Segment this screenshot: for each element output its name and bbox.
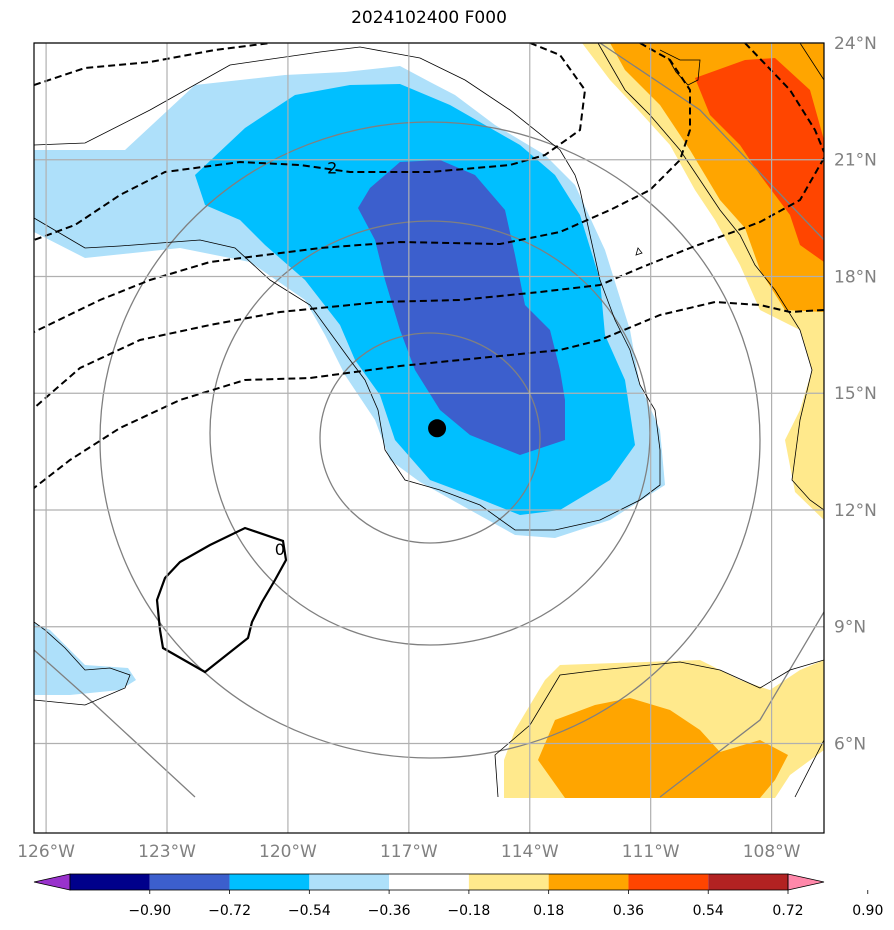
colorbar-segment	[468, 874, 549, 890]
dashed-contours	[34, 43, 824, 489]
range-ring-outer	[99, 121, 761, 759]
longitude-label: 111°W	[622, 842, 680, 862]
colorbar-tick-label: −0.18	[447, 903, 490, 919]
colorbar-frame	[69, 873, 789, 891]
dashed-contour	[744, 43, 824, 153]
colorbar-segment	[149, 874, 230, 890]
storm-center-marker	[428, 419, 447, 438]
contour-label: 2	[327, 159, 337, 178]
shade-light-blue-west	[34, 623, 136, 695]
map-frame	[33, 42, 825, 834]
radial-line	[599, 43, 824, 241]
colorbar-segment	[229, 874, 310, 890]
longitude-label: 117°W	[380, 842, 438, 862]
longitude-label: 120°W	[259, 842, 317, 862]
shade-orange-southeast	[538, 698, 788, 798]
thin-contours	[34, 43, 824, 798]
colorbar-tick-label: 0.54	[693, 903, 724, 919]
map-title: 2024102400 F000	[351, 8, 507, 28]
longitude-label: 126°W	[17, 842, 75, 862]
colorbar-segment	[389, 874, 469, 890]
colorbar-extend-high	[787, 873, 825, 891]
radial-line	[34, 649, 196, 798]
dashed-contour	[34, 43, 271, 86]
longitude-tick-labels: 126°W 123°W 120°W 117°W 114°W 111°W 108°W	[17, 842, 800, 862]
colorbar-segment	[628, 874, 709, 890]
thin-contour	[34, 46, 661, 531]
latitude-label: 6°N	[834, 734, 866, 754]
colorbar-segment	[70, 874, 150, 890]
colorbar-tick-label: −0.90	[128, 903, 171, 919]
latitude-label: 12°N	[834, 501, 877, 521]
radial-line	[659, 611, 824, 798]
zero-contour	[155, 526, 288, 674]
longitude-label: 108°W	[743, 842, 801, 862]
colorbar-segment	[309, 874, 390, 890]
colorbar-segment	[548, 874, 629, 890]
thin-contour	[494, 659, 824, 798]
colorbar-tick-label: 0.18	[533, 903, 564, 919]
thin-contour	[34, 621, 131, 706]
colorbar-tick-label: −0.36	[368, 903, 411, 919]
longitude-label: 114°W	[501, 842, 559, 862]
thin-contour	[799, 43, 824, 81]
dashed-contour	[34, 43, 691, 333]
map-canvas	[34, 43, 824, 798]
latitude-label: 9°N	[834, 618, 866, 638]
thin-contour	[635, 247, 643, 256]
longitude-label: 123°W	[138, 842, 196, 862]
thin-contour	[659, 49, 701, 86]
shaded-field	[34, 43, 824, 798]
colorbar: −0.90 −0.72 −0.54 −0.36 −0.18 0.18 0.36 0.54 0.7…	[33, 873, 883, 919]
contour-labels: 20	[275, 159, 338, 559]
thin-contour	[794, 739, 824, 798]
dashed-contour	[34, 157, 824, 409]
latitude-label: 18°N	[834, 267, 877, 287]
range-ring-middle	[209, 220, 651, 646]
range-ring-inner	[319, 332, 541, 544]
dashed-contour	[34, 43, 587, 241]
contour-label: 0	[275, 540, 285, 559]
colorbar-tick-label: 0.72	[772, 903, 803, 919]
colorbar-tick-label: 0.36	[613, 903, 644, 919]
colorbar-extend-low	[33, 873, 71, 891]
shade-dark-blue-core	[358, 160, 565, 455]
graticule	[34, 42, 824, 833]
colorbar-tick-label: 0.90	[852, 903, 883, 919]
latitude-label: 15°N	[834, 384, 877, 404]
dashed-contour	[34, 300, 824, 489]
latitude-label: 24°N	[834, 34, 877, 54]
latitude-label: 21°N	[834, 151, 877, 171]
thin-contour	[597, 43, 824, 511]
range-rings	[34, 43, 824, 798]
colorbar-tick-label: −0.54	[288, 903, 331, 919]
colorbar-segment	[708, 874, 788, 890]
latitude-tick-labels: 24°N 21°N 18°N 15°N 12°N 9°N 6°N	[834, 34, 877, 754]
colorbar-tick-label: −0.72	[208, 903, 251, 919]
